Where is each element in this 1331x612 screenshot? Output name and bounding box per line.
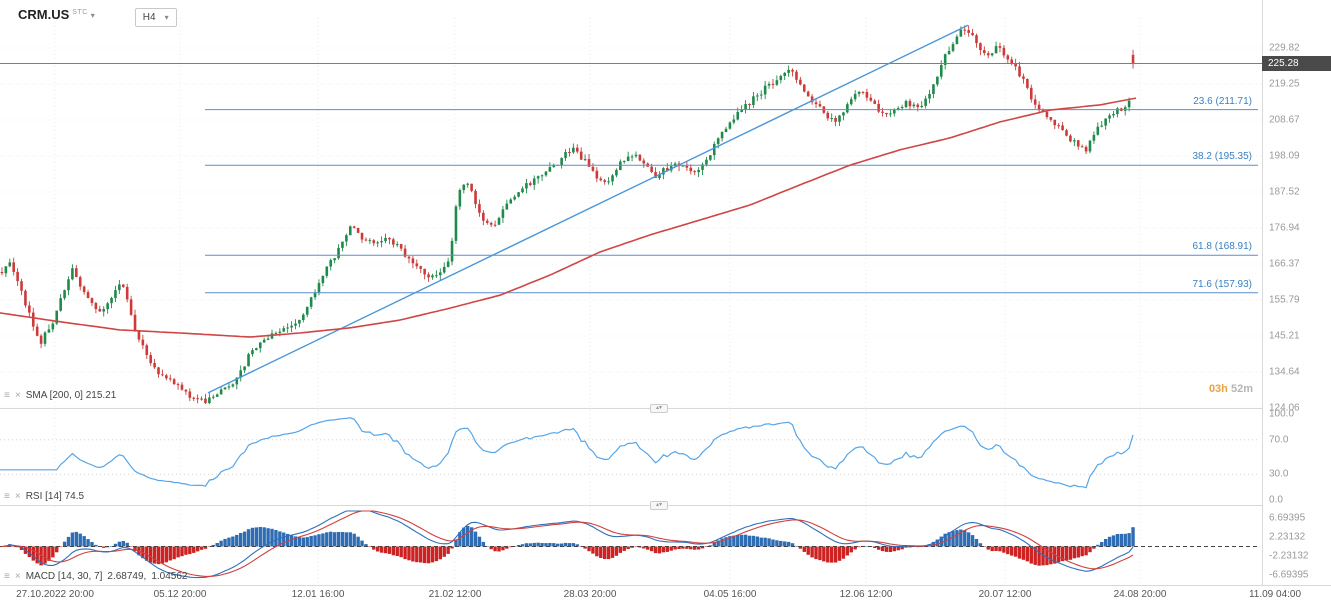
indicator-remove-icon[interactable]: ×: [14, 389, 21, 401]
macd-signal-value: 1.04562: [151, 571, 188, 582]
indicator-settings-icon[interactable]: ≡: [4, 389, 10, 401]
fib-level-label[interactable]: 61.8 (168.91): [1192, 241, 1253, 253]
countdown-minutes: 52m: [1230, 383, 1253, 395]
time-axis-label: 12.06 12:00: [839, 589, 893, 600]
macd-scale-label: -2.23132: [1269, 550, 1309, 562]
rsi-scale-label: 0.0: [1269, 494, 1283, 506]
panel-resize-handle[interactable]: ▴▾: [650, 404, 668, 413]
fib-level-label[interactable]: 38.2 (195.35): [1192, 151, 1253, 163]
price-axis-label: 219.25: [1269, 78, 1300, 90]
macd-scale-label: 2.23132: [1269, 531, 1306, 543]
chevron-down-icon: ▾: [90, 11, 95, 20]
countdown-hours: 03h: [1208, 383, 1228, 395]
symbol-suffix: STC: [72, 9, 88, 16]
time-axis-label: 05.12 20:00: [153, 589, 207, 600]
panel-resize-handle[interactable]: ▴▾: [650, 501, 668, 510]
candle-countdown: 03h 52m: [1209, 383, 1253, 395]
price-axis-label: 166.37: [1269, 258, 1300, 270]
price-axis-label: 176.94: [1269, 222, 1300, 234]
price-axis-label: 229.82: [1269, 42, 1300, 54]
time-axis-separator: [0, 585, 1331, 586]
timeframe-value: H4: [142, 12, 156, 23]
time-axis-label: 12.01 16:00: [291, 589, 345, 600]
macd-indicator-label: MACD [14, 30, 7]: [25, 571, 103, 582]
symbol-selector[interactable]: CRM.US STC ▾: [18, 8, 95, 22]
rsi-scale-label: 30.0: [1269, 468, 1289, 480]
price-axis-label: 208.67: [1269, 114, 1300, 126]
sma-indicator-label: SMA [200, 0] 215.21: [25, 390, 117, 401]
fib-level-label[interactable]: 23.6 (211.71): [1193, 95, 1252, 107]
time-axis-label: 24.08 20:00: [1113, 589, 1167, 600]
price-axis-label: 155.79: [1269, 294, 1300, 306]
macd-scale-label: 6.69395: [1269, 512, 1306, 524]
time-axis-label: 28.03 20:00: [563, 589, 617, 600]
price-axis-label: 198.09: [1269, 150, 1300, 162]
rsi-scale-label: 100.0: [1269, 408, 1295, 420]
time-axis-label: 11.09 04:00: [1248, 589, 1302, 600]
sma-indicator-row: ≡ × SMA [200, 0] 215.21: [4, 390, 116, 401]
rsi-indicator-row: ≡ × RSI [14] 74.5: [4, 491, 84, 502]
macd-indicator-row: ≡ × MACD [14, 30, 7] 2.68749, 1.04562: [4, 571, 187, 582]
price-axis-label: 124.06: [1269, 402, 1300, 414]
indicator-remove-icon[interactable]: ×: [14, 490, 21, 502]
symbol-name: CRM.US: [18, 7, 70, 22]
price-axis-label: 145.21: [1269, 330, 1300, 342]
time-axis[interactable]: 27.10.2022 20:00 05.12 20:00 12.01 16:00 21…: [0, 589, 1331, 609]
time-axis-label: 27.10.2022 20:00: [16, 589, 94, 600]
current-price-value: 225.28: [1268, 57, 1299, 69]
rsi-scale-label: 70.0: [1269, 434, 1289, 446]
price-axis[interactable]: 229.82 219.25 208.67 198.09 187.52 176.94 166.…: [1262, 0, 1331, 585]
macd-scale-label: -6.69395: [1269, 569, 1309, 581]
current-price-badge: 225.28: [1262, 55, 1331, 71]
chevron-down-icon: ▾: [164, 13, 169, 22]
price-axis-label: 134.64: [1269, 366, 1300, 378]
indicator-settings-icon[interactable]: ≡: [4, 490, 10, 502]
indicator-settings-icon[interactable]: ≡: [4, 570, 10, 582]
fib-level-label[interactable]: 71.6 (157.93): [1192, 278, 1253, 290]
chart-header: CRM.US STC ▾ H4 ▾: [18, 8, 177, 27]
rsi-indicator-label: RSI [14] 74.5: [25, 491, 85, 502]
price-axis-label: 187.52: [1269, 186, 1300, 198]
time-axis-label: 20.07 12:00: [978, 589, 1032, 600]
time-axis-label: 04.05 16:00: [703, 589, 757, 600]
indicator-remove-icon[interactable]: ×: [14, 570, 21, 582]
time-axis-label: 21.02 12:00: [428, 589, 482, 600]
macd-value: 2.68749,: [107, 571, 147, 582]
chart-canvas[interactable]: [0, 0, 1262, 585]
timeframe-selector[interactable]: H4 ▾: [134, 8, 177, 27]
